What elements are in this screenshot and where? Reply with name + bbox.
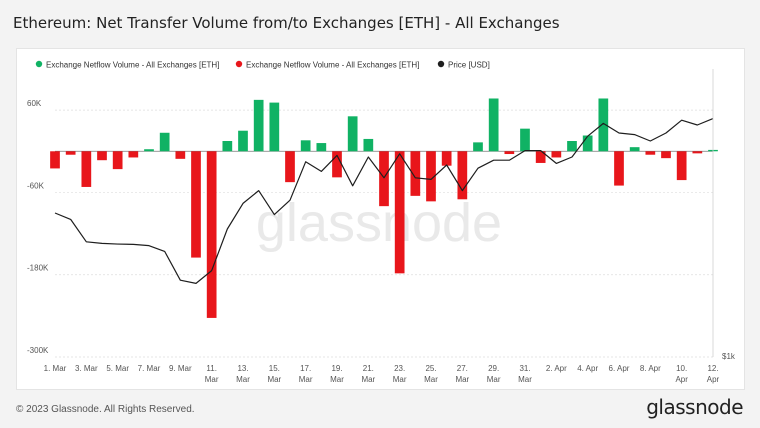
x-tick-label-1: 3. Mar [75, 364, 98, 373]
netflow-bar [285, 151, 295, 183]
x-tick-label-21: 12. Apr [707, 364, 720, 384]
netflow-bar [520, 128, 530, 152]
netflow-bar [661, 151, 671, 159]
netflow-bar [426, 151, 436, 202]
y-right-label: $1k [722, 352, 736, 361]
price-line-group [54, 118, 714, 284]
x-tick-label-14: 29. Mar [487, 364, 501, 384]
netflow-bar [269, 102, 280, 152]
x-tick-label-16: 2. Apr [546, 364, 567, 373]
netflow-bar [598, 98, 609, 152]
netflow-bar [222, 141, 233, 152]
x-tick-label-11: 23. Mar [393, 364, 407, 384]
legend-dot-2 [437, 60, 445, 68]
netflow-bar [535, 151, 546, 163]
netflow-bar [614, 151, 624, 186]
netflow-bars [50, 98, 718, 318]
x-tick-label-18: 6. Apr [609, 364, 630, 373]
x-tick-label-3: 7. Mar [138, 364, 161, 373]
x-tick-label-0: 1. Mar [44, 364, 67, 373]
x-tick-label-7: 15. Mar [267, 364, 281, 384]
x-tick-label-8: 17. Mar [299, 364, 313, 384]
netflow-bar [191, 151, 201, 258]
x-tick-label-4: 9. Mar [169, 364, 192, 373]
netflow-bar [253, 99, 264, 152]
netflow-bar [81, 151, 92, 187]
x-tick-label-5: 11. Mar [205, 364, 219, 384]
netflow-bar [692, 151, 703, 154]
netflow-bar [410, 151, 421, 196]
netflow-bar [582, 135, 593, 152]
netflow-bar [676, 151, 687, 181]
netflow-bar [300, 140, 311, 152]
x-axis: 1. Mar 3. Mar 5. Mar 7. Mar 9. Mar 11. Mar 13. M… [44, 364, 720, 384]
y-tick-label-2: -180K [27, 264, 49, 273]
legend-dot-0 [35, 60, 43, 68]
y-tick-label-0: 60K [27, 99, 42, 108]
legend-dot-1 [235, 60, 243, 68]
watermark: glassnode [256, 193, 502, 253]
netflow-bar [441, 151, 452, 166]
netflow-bar [394, 151, 405, 274]
y-axis: 60K -60K -180K -300K $1k [27, 69, 736, 361]
netflow-bar [175, 151, 186, 159]
x-tick-label-17: 4. Apr [577, 364, 598, 373]
netflow-bar [379, 151, 389, 207]
x-tick-label-13: 27. Mar [455, 364, 469, 384]
y-tick-label-1: -60K [27, 181, 45, 190]
netflow-bar [567, 141, 577, 152]
netflow-bar [128, 151, 139, 158]
chart-svg[interactable]: Exchange Netflow Volume - All Exchanges … [17, 49, 744, 389]
brand-logo: glassnode [646, 395, 743, 419]
netflow-bar [316, 143, 327, 152]
y-tick-label-3: -300K [27, 346, 49, 355]
x-tick-label-12: 25. Mar [424, 364, 438, 384]
legend-label-0: Exchange Netflow Volume - All Exchanges … [46, 61, 219, 70]
netflow-bar [238, 130, 248, 152]
chart-title: Ethereum: Net Transfer Volume from/to Ex… [13, 14, 560, 32]
netflow-bar [112, 151, 123, 170]
legend: Exchange Netflow Volume - All Exchanges … [35, 60, 490, 70]
x-tick-label-2: 5. Mar [106, 364, 129, 373]
price-line [54, 118, 714, 284]
netflow-bar [504, 151, 515, 155]
netflow-bar [473, 142, 483, 152]
netflow-bar [65, 151, 76, 155]
netflow-bar [50, 151, 60, 169]
netflow-bar [551, 151, 562, 158]
netflow-bar [206, 151, 217, 318]
netflow-bar [363, 138, 374, 152]
netflow-bar [97, 151, 107, 161]
x-tick-label-9: 19. Mar [330, 364, 344, 384]
netflow-bar [159, 132, 170, 152]
netflow-bar [457, 151, 468, 200]
x-tick-label-20: 10. Apr [675, 364, 688, 384]
legend-label-2: Price [USD] [448, 61, 490, 70]
x-tick-label-19: 8. Apr [640, 364, 661, 373]
chart-panel: Exchange Netflow Volume - All Exchanges … [16, 48, 745, 390]
netflow-bar [645, 151, 656, 155]
legend-label-1: Exchange Netflow Volume - All Exchanges … [246, 61, 419, 70]
x-tick-label-6: 13. Mar [236, 364, 250, 384]
netflow-bar [144, 149, 154, 152]
copyright-footer: © 2023 Glassnode. All Rights Reserved. [16, 404, 195, 415]
netflow-bar [488, 98, 499, 152]
netflow-bar [629, 147, 640, 152]
netflow-bar [332, 151, 342, 178]
netflow-bar [347, 116, 358, 152]
x-tick-label-10: 21. Mar [361, 364, 375, 384]
x-tick-label-15: 31. Mar [518, 364, 532, 384]
